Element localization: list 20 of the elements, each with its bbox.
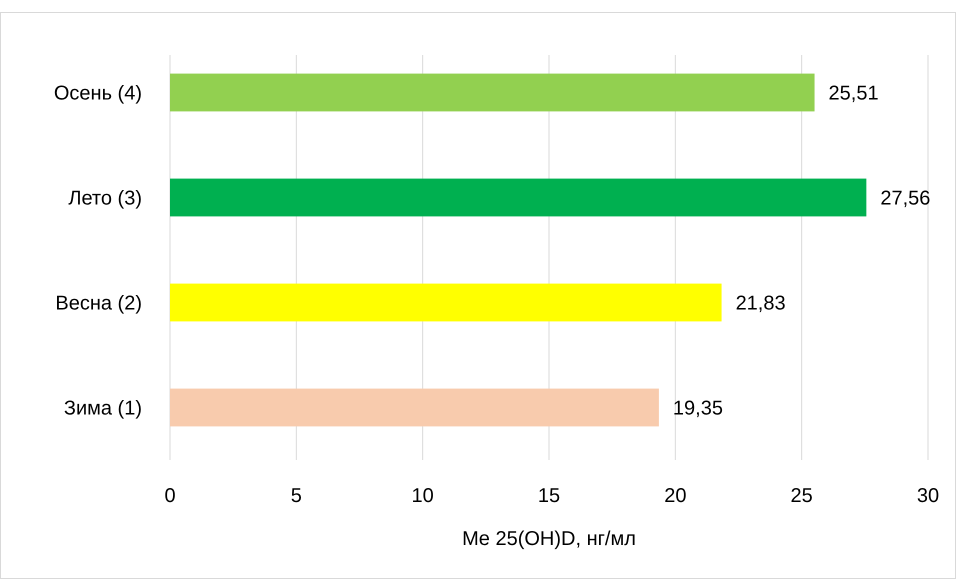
x-tick-label: 0	[164, 485, 176, 507]
y-tick-label: Весна (2)	[55, 292, 142, 314]
x-axis-title: Me 25(OH)D, нг/мл	[462, 528, 636, 550]
x-tick-label: 20	[664, 485, 686, 507]
data-label: 21,83	[736, 292, 786, 314]
y-tick-label: Осень (4)	[54, 82, 142, 104]
x-tick-label: 15	[538, 485, 560, 507]
y-tick-label: Зима (1)	[64, 398, 142, 420]
bar	[170, 178, 866, 216]
x-tick-label: 30	[916, 485, 940, 507]
x-tick-label: 10	[412, 485, 434, 507]
bar	[170, 284, 722, 322]
bar	[170, 388, 659, 426]
data-label: 27,56	[880, 188, 930, 210]
data-label: 19,35	[672, 398, 723, 420]
x-tick-label: 5	[290, 485, 302, 507]
data-label: 25,51	[828, 82, 879, 104]
bar	[170, 74, 815, 112]
x-tick-label: 25	[790, 485, 813, 507]
y-tick-label: Лето (3)	[68, 188, 142, 210]
